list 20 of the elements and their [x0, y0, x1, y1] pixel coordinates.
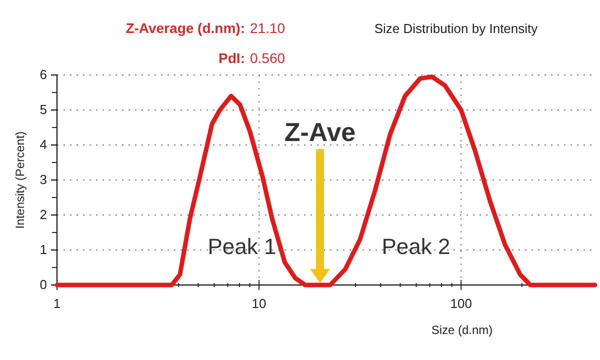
- y-tick-label: 5: [40, 102, 47, 118]
- x-tick-label: 10: [252, 296, 266, 312]
- y-tick-label: 4: [40, 137, 47, 152]
- chart-title: Size Distribution by Intensity: [374, 21, 538, 36]
- y-tick-label: 2: [40, 207, 47, 222]
- text: Z-Average (d.nm):: [126, 20, 245, 36]
- text: 21.10: [250, 20, 286, 36]
- annotation: Z-Ave: [284, 117, 356, 147]
- y-tick-label: 1: [40, 242, 47, 258]
- annotation: Peak 1: [208, 234, 276, 259]
- text: PdI:: [218, 50, 245, 66]
- y-tick-label: 0: [40, 277, 47, 292]
- y-axis-title: Intensity (Percent): [13, 131, 27, 229]
- y-tick-label: 6: [40, 67, 47, 82]
- text: 0.560: [250, 50, 286, 66]
- x-axis-title: Size (d.nm): [431, 323, 493, 337]
- x-tick-label: 1: [53, 296, 61, 312]
- x-tick-label: 100: [450, 296, 472, 312]
- y-tick-label: 3: [40, 172, 47, 188]
- annotation: Peak 2: [382, 234, 450, 259]
